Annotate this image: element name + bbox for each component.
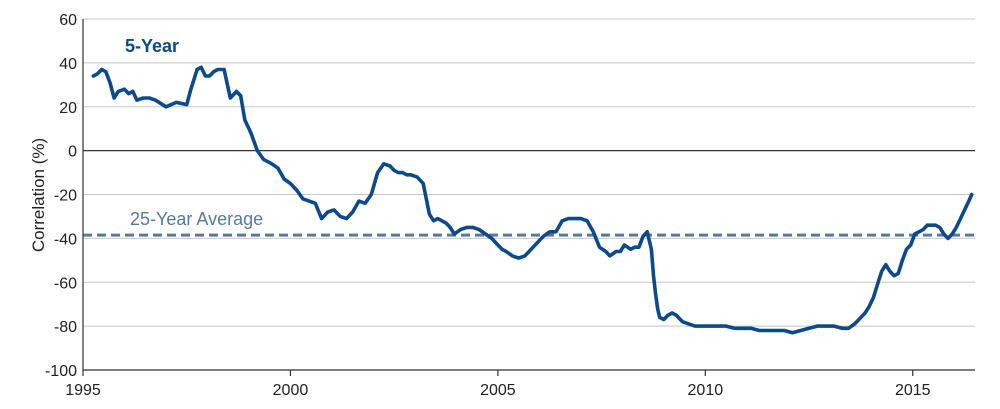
y-tick-label: 60	[59, 12, 77, 29]
y-tick-label: -20	[54, 188, 77, 205]
y-axis-title: Correlation (%)	[29, 138, 48, 252]
series-label-5-year: 5-Year	[125, 36, 179, 56]
series-group	[91, 65, 974, 335]
x-tick-label: 2005	[480, 382, 516, 399]
y-tick-label: 40	[59, 56, 77, 73]
x-tick-label: 2010	[688, 382, 724, 399]
x-tick-labels: 1995 2000 2005 2010 2015	[65, 382, 930, 399]
y-tick-label: -60	[54, 275, 77, 292]
y-tick-labels: 60 40 20 0 -20 -40 -60 -80 -100	[45, 12, 77, 380]
x-tick-label: 2000	[273, 382, 309, 399]
y-tick-label: -100	[45, 363, 77, 380]
series-line-5-year	[91, 65, 974, 335]
axes	[82, 19, 975, 376]
y-tick-label: 0	[68, 144, 77, 161]
y-tick-label: -40	[54, 231, 77, 248]
y-tick-label: -80	[54, 319, 77, 336]
x-tick-label: 1995	[65, 382, 101, 399]
reference-line-label: 25-Year Average	[130, 209, 263, 229]
gridlines	[83, 18, 975, 327]
y-tick-label: 20	[59, 100, 77, 117]
x-tick-label: 2015	[895, 382, 931, 399]
